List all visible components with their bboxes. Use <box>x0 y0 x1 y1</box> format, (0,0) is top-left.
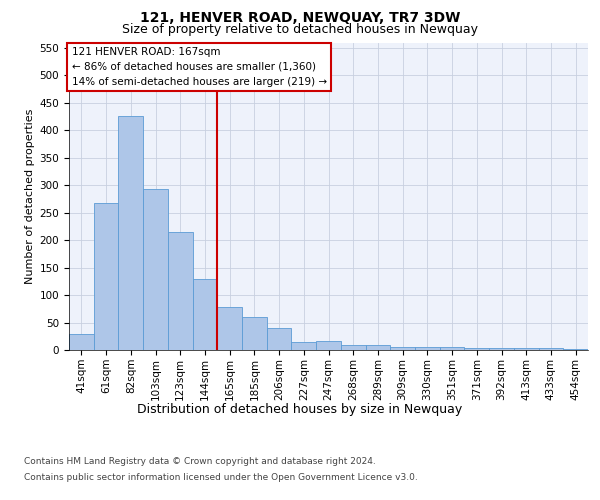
Bar <box>217 307 242 350</box>
Text: Contains public sector information licensed under the Open Government Licence v3: Contains public sector information licen… <box>24 472 418 482</box>
Y-axis label: Number of detached properties: Number of detached properties <box>25 108 35 284</box>
Text: 121, HENVER ROAD, NEWQUAY, TR7 3DW: 121, HENVER ROAD, NEWQUAY, TR7 3DW <box>140 11 460 25</box>
Bar <box>489 348 514 350</box>
Bar <box>563 349 588 350</box>
Bar <box>316 340 341 350</box>
Bar <box>365 344 390 350</box>
Bar <box>440 348 464 350</box>
Text: 121 HENVER ROAD: 167sqm
← 86% of detached houses are smaller (1,360)
14% of semi: 121 HENVER ROAD: 167sqm ← 86% of detache… <box>71 47 327 86</box>
Bar <box>514 348 539 350</box>
Bar <box>415 348 440 350</box>
Bar <box>69 334 94 350</box>
Bar <box>539 348 563 350</box>
Bar <box>143 189 168 350</box>
Bar <box>118 116 143 350</box>
Bar <box>94 203 118 350</box>
Text: Size of property relative to detached houses in Newquay: Size of property relative to detached ho… <box>122 22 478 36</box>
Bar <box>390 348 415 350</box>
Text: Distribution of detached houses by size in Newquay: Distribution of detached houses by size … <box>137 402 463 415</box>
Bar <box>242 317 267 350</box>
Bar <box>464 348 489 350</box>
Bar <box>341 344 365 350</box>
Bar <box>193 278 217 350</box>
Bar <box>168 232 193 350</box>
Bar <box>267 328 292 350</box>
Text: Contains HM Land Registry data © Crown copyright and database right 2024.: Contains HM Land Registry data © Crown c… <box>24 458 376 466</box>
Bar <box>292 342 316 350</box>
